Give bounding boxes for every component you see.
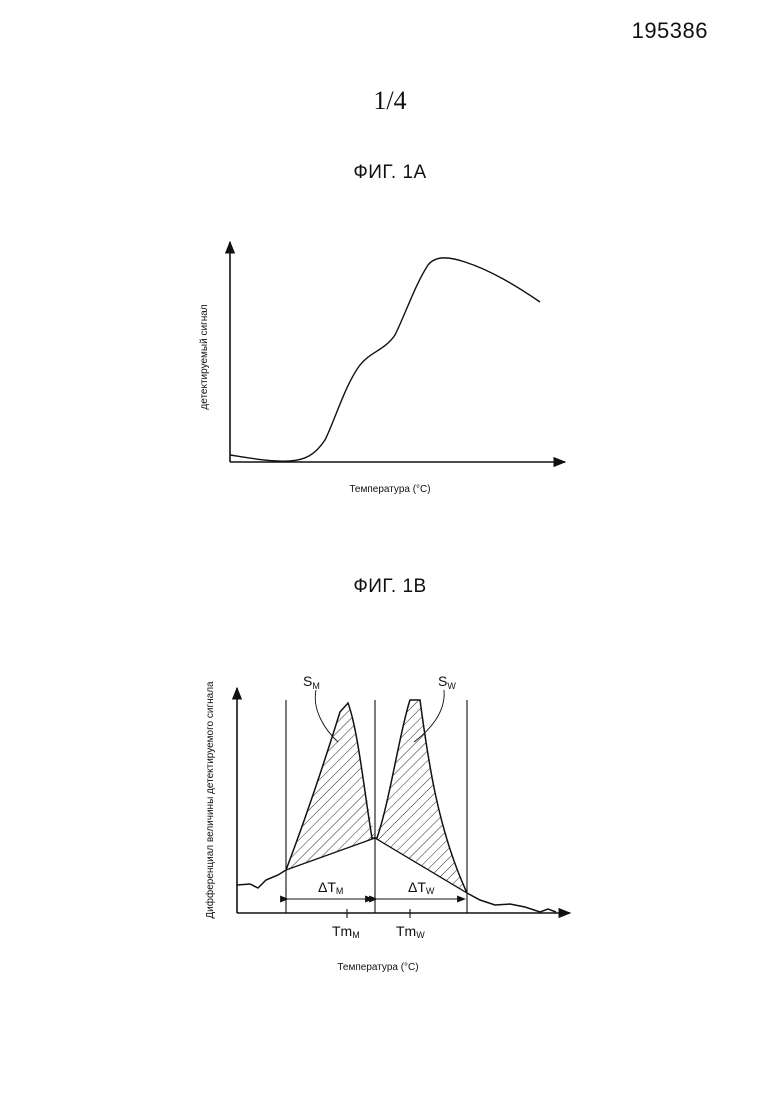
fig-1b-label-tmm: TmM xyxy=(332,923,360,940)
fig-1b-label-tmw: TmW xyxy=(396,923,425,940)
fig-1b-label-sm: SM xyxy=(303,673,320,691)
fig-1b-ylabel: Дифференциал величины детектируемого сиг… xyxy=(204,681,216,919)
fig-1b-label-sw: SW xyxy=(438,673,456,691)
fig-1a-ylabel: детектируемый сигнал xyxy=(199,304,210,409)
fig-1b-label-dtm: ΔTM xyxy=(318,879,343,896)
fig-1a-curve xyxy=(230,258,540,461)
fig-1b-area-sm xyxy=(286,703,375,870)
fig-1b-label-dtw: ΔTW xyxy=(408,879,435,896)
fig-1b-xlabel: Температура (°C) xyxy=(337,962,418,973)
fig-1a-xlabel: Температура (°C) xyxy=(349,484,430,495)
fig-1b-area-sw xyxy=(375,700,467,893)
